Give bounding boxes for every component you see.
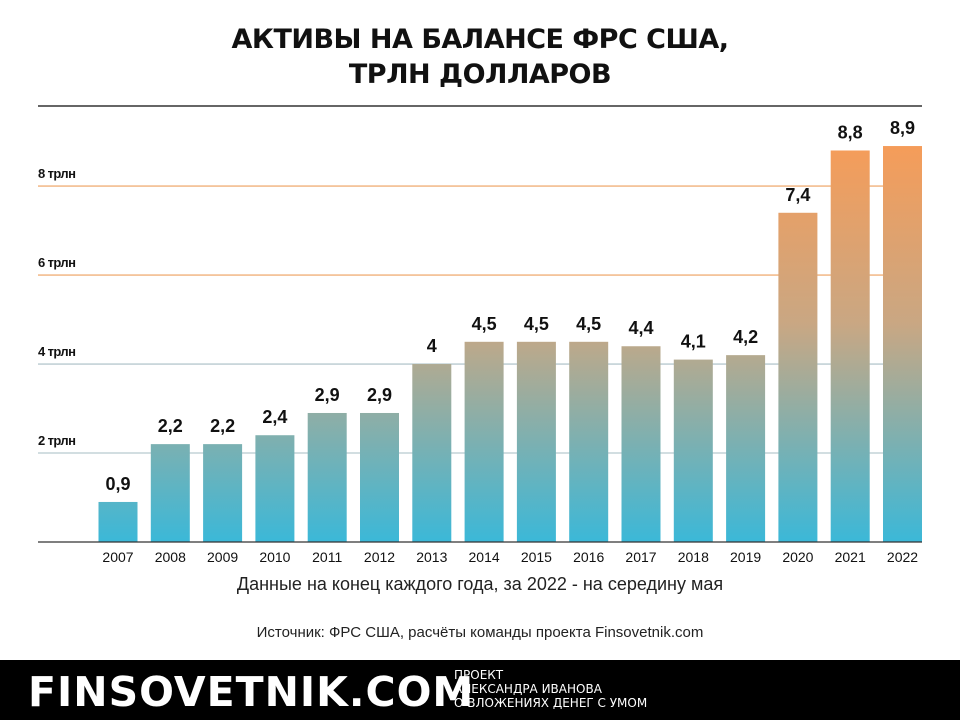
footer-banner: FINSOVETNIK.COM ПРОЕКТ АЛЕКСАНДРА ИВАНОВ… xyxy=(0,660,960,720)
bar-value-label: 4,1 xyxy=(681,332,706,352)
bar xyxy=(255,435,295,542)
x-tick-label: 2022 xyxy=(887,549,918,565)
x-tick-label: 2010 xyxy=(259,549,290,565)
x-tick-label: 2016 xyxy=(573,549,604,565)
bar-value-label: 4,5 xyxy=(472,314,497,334)
brand-tagline: ПРОЕКТ АЛЕКСАНДРА ИВАНОВА О ВЛОЖЕНИЯХ ДЕ… xyxy=(454,668,647,710)
bar-value-label: 4,5 xyxy=(524,314,549,334)
x-tick-label: 2020 xyxy=(782,549,813,565)
bar xyxy=(830,150,870,542)
x-tick-label: 2012 xyxy=(364,549,395,565)
bar xyxy=(412,364,452,542)
bar-value-label: 2,4 xyxy=(262,407,287,427)
bar-value-label: 7,4 xyxy=(785,185,810,205)
x-tick-label: 2009 xyxy=(207,549,238,565)
bar-value-label: 4,4 xyxy=(628,318,653,338)
bar xyxy=(569,341,609,542)
y-tick-label: 6 трлн xyxy=(38,255,75,270)
bar-value-label: 2,2 xyxy=(210,416,235,436)
x-tick-label: 2021 xyxy=(835,549,866,565)
bar-value-label: 2,9 xyxy=(367,385,392,405)
x-tick-label: 2011 xyxy=(312,549,342,565)
bar-value-label: 4,2 xyxy=(733,327,758,347)
bar xyxy=(726,355,766,542)
chart-title-line-1: АКТИВЫ НА БАЛАНСЕ ФРС США, xyxy=(231,24,729,55)
bar-value-label: 8,9 xyxy=(890,118,915,138)
bar xyxy=(883,146,922,542)
y-tick-label: 2 трлн xyxy=(38,433,75,448)
tagline-line-3: О ВЛОЖЕНИЯХ ДЕНЕГ С УМОМ xyxy=(454,696,648,710)
tagline-line-2: АЛЕКСАНДРА ИВАНОВА xyxy=(454,682,602,696)
bar-value-label: 2,9 xyxy=(315,385,340,405)
y-tick-label: 8 трлн xyxy=(38,166,75,181)
bar xyxy=(621,346,661,542)
bar xyxy=(98,501,138,542)
bar xyxy=(516,341,556,542)
tagline-line-1: ПРОЕКТ xyxy=(454,668,504,682)
x-tick-label: 2017 xyxy=(625,549,656,565)
chart-title-line-2: ТРЛН ДОЛЛАРОВ xyxy=(348,59,612,90)
chart-title: АКТИВЫ НА БАЛАНСЕ ФРС США, ТРЛН ДОЛЛАРОВ xyxy=(0,22,960,92)
bar-value-label: 4,5 xyxy=(576,314,601,334)
x-axis-caption: Данные на конец каждого года, за 2022 - … xyxy=(236,574,724,594)
x-tick-label: 2014 xyxy=(469,549,500,565)
x-tick-label: 2013 xyxy=(416,549,447,565)
x-tick-label: 2019 xyxy=(730,549,761,565)
bar xyxy=(778,212,818,542)
bar-chart: 2 трлн 4 трлн 6 трлн 8 трлн 0,9 2007 2,2 2008 2,… xyxy=(38,105,922,565)
source-note: Источник: ФРС США, расчёты команды проек… xyxy=(256,624,704,641)
bar-value-label: 0,9 xyxy=(105,474,130,494)
bar xyxy=(673,359,713,542)
bar xyxy=(360,412,399,542)
x-tick-label: 2008 xyxy=(155,549,186,565)
bar xyxy=(307,412,347,542)
bar-value-label: 2,2 xyxy=(158,416,183,436)
bar xyxy=(203,444,243,542)
bar xyxy=(150,444,190,542)
bar-value-label: 4 xyxy=(427,336,437,356)
bar-value-label: 8,8 xyxy=(838,122,863,142)
brand-logo-text: FINSOVETNIK.COM xyxy=(28,668,475,716)
y-tick-label: 4 трлн xyxy=(38,344,75,359)
bar xyxy=(464,341,504,542)
x-tick-label: 2015 xyxy=(521,549,552,565)
x-tick-label: 2007 xyxy=(102,549,133,565)
x-tick-label: 2018 xyxy=(678,549,709,565)
